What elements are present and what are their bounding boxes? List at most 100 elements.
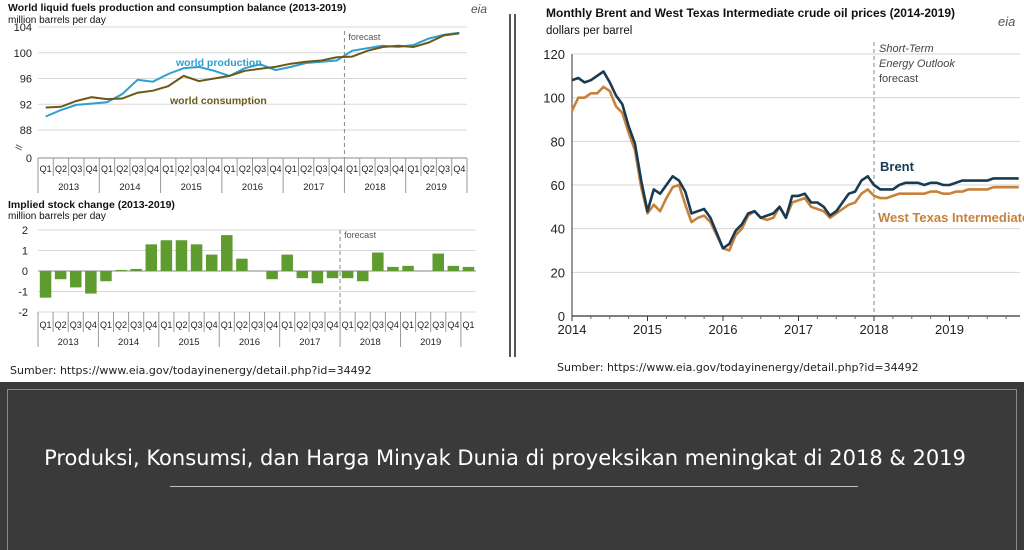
quarter-label: Q4 — [269, 164, 281, 174]
quarter-label: Q3 — [251, 320, 263, 330]
quarter-label: Q3 — [70, 164, 82, 174]
quarter-label: Q4 — [86, 164, 98, 174]
quarter-label: Q1 — [160, 320, 172, 330]
year-label: 2016 — [242, 182, 263, 193]
quarter-label: Q1 — [162, 164, 174, 174]
quarter-label: Q2 — [357, 320, 369, 330]
stock-change-bar — [145, 244, 158, 271]
stock-change-bar — [447, 265, 460, 271]
stock-change-bar — [462, 266, 475, 271]
year-label: 2014 — [119, 182, 140, 193]
y-tick-label: 1 — [22, 246, 28, 258]
stock-change-bar — [236, 258, 248, 271]
title-banner: Produksi, Konsumsi, dan Harga Minyak Dun… — [0, 382, 1024, 550]
quarter-label: Q2 — [423, 164, 435, 174]
x-tick-label: 2016 — [709, 322, 738, 337]
source-right: Sumber: https://www.eia.gov/todayinenerg… — [557, 361, 919, 374]
source-left: Sumber: https://www.eia.gov/todayinenerg… — [10, 364, 372, 377]
quarter-label: Q2 — [417, 320, 429, 330]
quarter-label: Q4 — [327, 320, 339, 330]
quarter-label: Q4 — [331, 164, 343, 174]
y-tick-label: 0 — [26, 153, 32, 165]
stock-change-bar — [130, 268, 142, 271]
quarter-label: Q4 — [266, 320, 278, 330]
quarter-label: Q3 — [432, 320, 444, 330]
y-tick-label: 120 — [543, 47, 565, 62]
quarter-label: Q3 — [377, 164, 389, 174]
quarter-label: Q3 — [193, 164, 205, 174]
quarter-label: Q3 — [315, 164, 327, 174]
stock-change-bar — [417, 271, 429, 272]
year-label: 2017 — [303, 182, 324, 193]
year-label: 2017 — [299, 337, 320, 348]
quarter-label: Q2 — [239, 164, 251, 174]
year-label: 2015 — [178, 337, 199, 348]
oil-price-chart: Monthly Brent and West Texas Intermediat… — [543, 6, 1024, 337]
quarter-label: Q4 — [85, 320, 97, 330]
series-label-brent: Brent — [880, 159, 915, 174]
year-label: 2013 — [58, 182, 79, 193]
quarter-label: Q3 — [70, 320, 82, 330]
quarter-label: Q4 — [447, 320, 459, 330]
forecast-label: forecast — [344, 230, 377, 240]
quarter-label: Q3 — [438, 164, 450, 174]
y-tick-label: 88 — [20, 125, 32, 137]
quarter-label: Q2 — [175, 320, 187, 330]
stock-change-bar — [251, 271, 263, 272]
year-label: 2019 — [420, 337, 441, 348]
y-tick-label: 100 — [14, 48, 32, 60]
quarter-label: Q1 — [346, 164, 358, 174]
quarter-label: Q2 — [116, 164, 128, 174]
stock-change-bar — [70, 271, 82, 288]
stock-change-bar — [160, 240, 173, 271]
stock-change-bar — [281, 254, 293, 271]
chart1-title: World liquid fuels production and consum… — [8, 2, 346, 14]
series-label-production: world production — [175, 57, 262, 69]
forecast-label: forecast — [879, 73, 918, 85]
stock-change-bar — [221, 235, 233, 271]
stock-change-bar — [205, 254, 218, 271]
stock-change-bar — [175, 240, 188, 271]
year-label: 2015 — [181, 182, 202, 193]
year-label: 2018 — [360, 337, 381, 348]
stock-change-chart: Implied stock change (2013-2019) million… — [8, 199, 476, 348]
series-label-wti: West Texas Intermediate — [878, 210, 1024, 225]
y-tick-label: 20 — [551, 265, 565, 280]
stock-change-bar — [387, 266, 399, 271]
y-tick-label: -1 — [18, 287, 28, 299]
stock-change-bar — [266, 271, 278, 280]
year-label: 2016 — [239, 337, 260, 348]
y-tick-label: 92 — [20, 99, 32, 111]
stock-change-bar — [190, 244, 203, 271]
quarter-label: Q3 — [254, 164, 266, 174]
quarter-label: Q3 — [132, 164, 144, 174]
quarter-label: Q2 — [300, 164, 312, 174]
quarter-label: Q2 — [115, 320, 127, 330]
year-label: 2014 — [118, 337, 139, 348]
quarter-label: Q3 — [372, 320, 384, 330]
stock-change-bar — [115, 269, 127, 271]
y-tick-label: 0 — [22, 266, 28, 278]
y-tick-label: 60 — [551, 178, 565, 193]
year-label: 2013 — [58, 337, 79, 348]
eia-logo: eia — [998, 14, 1015, 29]
quarter-label: Q4 — [147, 164, 159, 174]
quarter-label: Q2 — [178, 164, 190, 174]
quarter-label: Q1 — [402, 320, 414, 330]
stock-change-bar — [372, 252, 384, 271]
quarter-label: Q1 — [281, 320, 293, 330]
banner-underline — [170, 486, 858, 487]
y-tick-label: -2 — [18, 307, 28, 319]
quarter-label: Q1 — [462, 320, 474, 330]
banner-title: Produksi, Konsumsi, dan Harga Minyak Dun… — [44, 446, 966, 470]
quarter-label: Q1 — [221, 320, 233, 330]
series-line-brent — [571, 70, 1019, 250]
quarter-label: Q4 — [392, 164, 404, 174]
chart1-ylabel: million barrels per day — [8, 15, 106, 26]
quarter-label: Q2 — [236, 320, 248, 330]
quarter-label: Q4 — [206, 320, 218, 330]
stock-change-bar — [39, 271, 52, 298]
stock-change-bar — [100, 271, 112, 282]
year-label: 2018 — [365, 182, 386, 193]
y-tick-label: 80 — [551, 134, 565, 149]
